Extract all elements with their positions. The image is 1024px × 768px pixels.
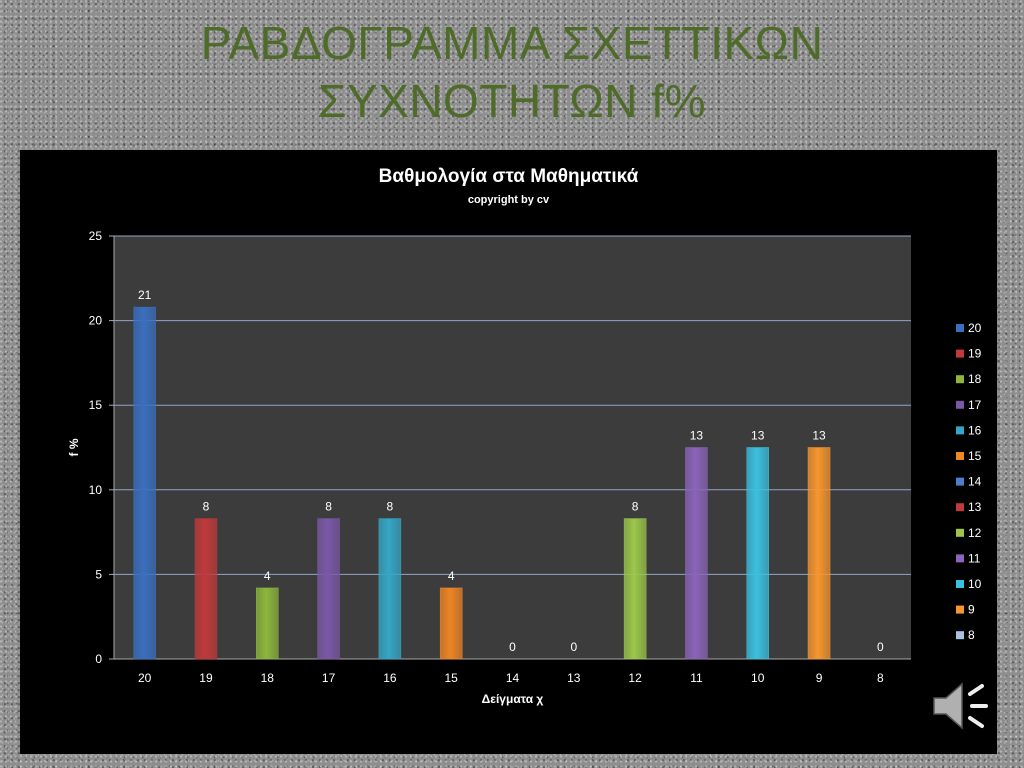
legend-swatch-12 xyxy=(956,528,964,537)
x-tick-label: 14 xyxy=(506,671,520,685)
slide-title-line-2: ΣΥΧΝΟΤΗΤΩΝ f% xyxy=(318,75,706,127)
chart-subtitle: copyright by cv xyxy=(467,194,550,206)
bar-10 xyxy=(746,447,769,660)
legend-label-17: 17 xyxy=(968,398,982,412)
legend-swatch-11 xyxy=(956,554,964,563)
x-tick-label: 12 xyxy=(628,671,642,685)
x-tick-label: 16 xyxy=(383,671,397,685)
legend-label-14: 14 xyxy=(968,475,982,489)
legend-swatch-10 xyxy=(956,580,964,588)
x-tick-label: 13 xyxy=(567,671,581,685)
y-tick-label: 25 xyxy=(89,229,103,243)
x-tick-label: 10 xyxy=(751,671,765,685)
x-tick-label: 20 xyxy=(138,671,152,685)
legend-label-10: 10 xyxy=(968,577,982,591)
legend-label-15: 15 xyxy=(968,449,982,463)
bar-chart: 0 5 10 15 20 25 21 20 8 19 4 18 8 17 8 16 4 15 0 14 0 13 8 12 13… xyxy=(67,229,982,706)
legend-swatch-20 xyxy=(956,324,964,332)
legend-swatch-14 xyxy=(956,477,964,486)
y-tick-label: 0 xyxy=(95,652,102,666)
bar-16 xyxy=(378,518,402,660)
legend-swatch-16 xyxy=(956,426,964,435)
bar-15 xyxy=(439,587,463,660)
data-label-17: 8 xyxy=(325,500,332,514)
legend-swatch-13 xyxy=(956,503,964,512)
x-tick-label: 8 xyxy=(877,671,884,685)
data-label-12: 8 xyxy=(632,500,639,514)
y-tick-label: 5 xyxy=(95,567,102,581)
slide-title-line-1: ΡΑΒΔΟΓΡΑΜΜΑ ΣΧΕΤΤΙΚΩΝ xyxy=(200,17,824,69)
y-tick-label: 20 xyxy=(89,314,103,328)
data-label-16: 8 xyxy=(387,500,394,514)
y-tick-label: 15 xyxy=(89,398,103,412)
x-tick-label: 9 xyxy=(816,671,823,685)
data-label-14: 0 xyxy=(509,640,516,654)
bar-17 xyxy=(317,518,340,660)
legend-swatch-19 xyxy=(956,349,964,358)
legend-swatch-9 xyxy=(956,605,964,614)
chart-title: Βαθμολογία στα Μαθηματικά xyxy=(378,166,639,187)
data-label-8: 0 xyxy=(877,640,884,654)
data-label-11: 13 xyxy=(690,429,704,443)
slide-title: ΡΑΒΔΟΓΡΑΜΜΑ ΣΧΕΤΤΙΚΩΝ ΣΥΧΝΟΤΗΤΩΝ f% xyxy=(0,14,1024,130)
bar-18 xyxy=(256,587,279,660)
bar-20 xyxy=(133,306,156,660)
data-label-15: 4 xyxy=(448,569,455,583)
legend-label-12: 12 xyxy=(968,526,982,540)
speaker-icon[interactable] xyxy=(930,676,996,736)
data-label-13: 0 xyxy=(570,640,577,654)
y-axis-title: f % xyxy=(67,438,81,456)
y-tick-label: 10 xyxy=(89,483,103,497)
legend-swatch-15 xyxy=(956,452,964,460)
bar-11 xyxy=(685,447,708,660)
data-label-19: 8 xyxy=(203,500,210,514)
bar-9 xyxy=(807,447,831,660)
chart-panel: Βαθμολογία στα Μαθηματικά copyright by c… xyxy=(20,150,997,754)
x-axis-title: Δείγματα χ xyxy=(482,692,544,706)
legend-label-16: 16 xyxy=(968,423,982,437)
plot-area xyxy=(114,236,911,659)
legend-label-13: 13 xyxy=(968,500,982,514)
x-tick-label: 19 xyxy=(199,671,213,685)
data-label-10: 13 xyxy=(751,429,765,443)
legend-label-20: 20 xyxy=(968,321,982,335)
bar-12 xyxy=(623,518,647,660)
data-label-18: 4 xyxy=(264,569,271,583)
data-label-20: 21 xyxy=(138,288,152,302)
legend-label-9: 9 xyxy=(968,603,975,617)
x-tick-label: 11 xyxy=(690,671,703,685)
legend-label-18: 18 xyxy=(968,372,982,386)
data-label-9: 13 xyxy=(812,429,826,443)
legend-swatch-18 xyxy=(956,375,964,384)
legend-swatch-17 xyxy=(956,400,964,409)
legend-label-19: 19 xyxy=(968,347,982,361)
x-tick-label: 17 xyxy=(322,671,336,685)
legend-label-8: 8 xyxy=(968,628,975,642)
x-tick-label: 18 xyxy=(261,671,275,685)
x-tick-label: 15 xyxy=(445,671,459,685)
legend-swatch-8 xyxy=(956,631,964,640)
bar-19 xyxy=(194,518,218,660)
legend-label-11: 11 xyxy=(968,551,981,565)
